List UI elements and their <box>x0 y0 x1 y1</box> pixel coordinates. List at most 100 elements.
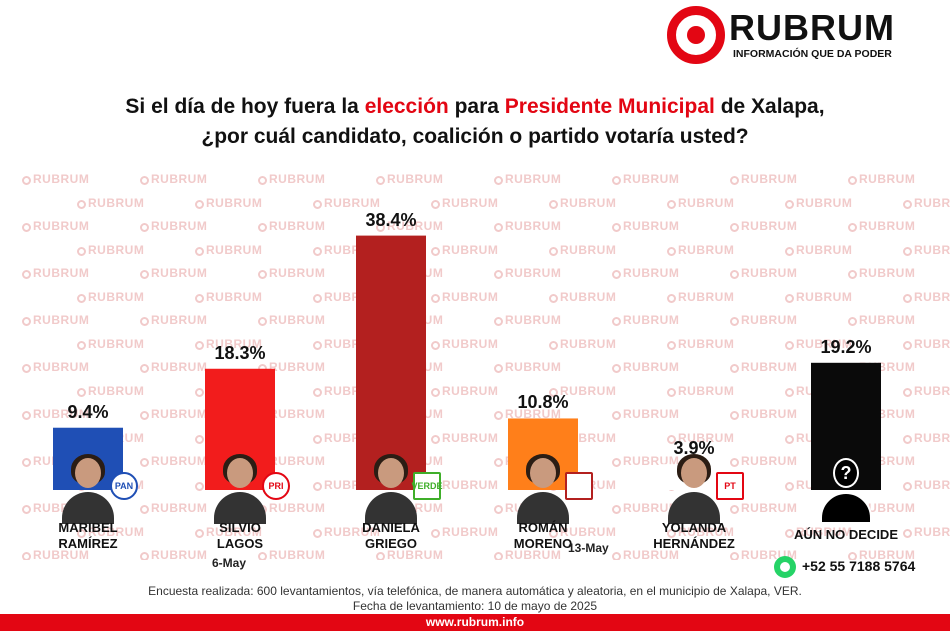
watermark-text: RUBRUM <box>258 548 325 560</box>
watermark-text: RUBRUM <box>785 196 852 210</box>
watermark-text: RUBRUM <box>258 313 325 327</box>
watermark-text: RUBRUM <box>195 196 262 210</box>
watermark-text: RUBRUM <box>903 196 950 210</box>
watermark-text: RUBRUM <box>730 219 797 233</box>
watermark-text: RUBRUM <box>903 384 950 398</box>
question-text-2: para <box>454 95 499 118</box>
watermark-text: RUBRUM <box>612 266 679 280</box>
watermark-text: RUBRUM <box>22 313 89 327</box>
watermark-text: RUBRUM <box>730 454 797 468</box>
watermark-text: RUBRUM <box>258 407 325 421</box>
whatsapp-icon <box>774 556 796 578</box>
watermark-text: RUBRUM <box>140 501 207 515</box>
value-label: 10.8% <box>517 392 569 413</box>
question-line-2: ¿por cuál candidato, coalición o partido… <box>201 125 749 148</box>
watermark-text: RUBRUM <box>612 548 679 560</box>
watermark-text: RUBRUM <box>730 501 797 515</box>
watermark-text: RUBRUM <box>431 478 498 492</box>
watermark-text: RUBRUM <box>549 243 616 257</box>
watermark-text: RUBRUM <box>140 454 207 468</box>
watermark-text: RUBRUM <box>431 243 498 257</box>
watermark-text: RUBRUM <box>903 431 950 445</box>
watermark-text: RUBRUM <box>494 266 561 280</box>
watermark-text: RUBRUM <box>258 219 325 233</box>
undecided-silhouette: ? <box>816 452 876 524</box>
watermark-text: RUBRUM <box>431 431 498 445</box>
watermark-text: RUBRUM <box>195 337 262 351</box>
watermark-text: RUBRUM <box>258 501 325 515</box>
watermark-text: RUBRUM <box>903 525 950 539</box>
watermark-text: RUBRUM <box>667 384 734 398</box>
value-label: 9.4% <box>67 401 109 422</box>
watermark-text: RUBRUM <box>431 196 498 210</box>
watermark-text: RUBRUM <box>77 384 144 398</box>
date-note: 13-May <box>568 541 609 555</box>
watermark-text: RUBRUM <box>195 290 262 304</box>
watermark-text: RUBRUM <box>195 243 262 257</box>
watermark-text: RUBRUM <box>667 337 734 351</box>
watermark-text: RUBRUM <box>612 313 679 327</box>
watermark-text: RUBRUM <box>612 219 679 233</box>
watermark-text: RUBRUM <box>494 172 561 186</box>
watermark-text: RUBRUM <box>549 290 616 304</box>
watermark-text: RUBRUM <box>22 407 89 421</box>
watermark-text: RUBRUM <box>258 454 325 468</box>
candidate-name: SILVIO LAGOS <box>216 520 264 551</box>
watermark-text: RUBRUM <box>612 501 679 515</box>
methodology-note: Encuesta realizada: 600 levantamientos, … <box>148 584 802 598</box>
watermark-text: RUBRUM <box>903 337 950 351</box>
watermark-text: RUBRUM <box>140 266 207 280</box>
watermark-text: RUBRUM <box>22 172 89 186</box>
watermark-text: RUBRUM <box>848 313 915 327</box>
candidate-photo <box>513 452 573 524</box>
rubrum-logo: RUBRUM INFORMACIÓN QUE DA PODER <box>667 6 937 66</box>
watermark-text: RUBRUM <box>258 266 325 280</box>
value-label: 18.3% <box>214 342 266 363</box>
watermark-text: RUBRUM <box>730 407 797 421</box>
watermark-text: RUBRUM <box>848 172 915 186</box>
watermark-text: RUBRUM <box>140 172 207 186</box>
watermark-text: RUBRUM <box>549 196 616 210</box>
watermark-text: RUBRUM <box>77 525 144 539</box>
watermark-text: RUBRUM <box>667 525 734 539</box>
brand-tagline: INFORMACIÓN QUE DA PODER <box>733 48 892 60</box>
party-logo-icon: PAN <box>110 472 138 500</box>
watermark-text: RUBRUM <box>785 525 852 539</box>
watermark-text: RUBRUM <box>77 290 144 304</box>
watermark-text: RUBRUM <box>22 266 89 280</box>
website-link[interactable]: www.rubrum.info <box>425 615 525 629</box>
phone-number: +52 55 7188 5764 <box>802 558 916 574</box>
watermark-text: RUBRUM <box>730 360 797 374</box>
question-highlight-office: Presidente Municipal <box>504 95 715 118</box>
watermark-text: RUBRUM <box>903 243 950 257</box>
watermark-text: RUBRUM <box>376 172 443 186</box>
watermark-text: RUBRUM <box>77 243 144 257</box>
question-line-1: Si el día de hoy fuera la elección para … <box>0 95 950 119</box>
watermark-text: RUBRUM <box>140 219 207 233</box>
watermark-text: RUBRUM <box>431 290 498 304</box>
watermark-text: RUBRUM <box>667 290 734 304</box>
watermark-text: RUBRUM <box>667 431 734 445</box>
watermark-text: RUBRUM <box>22 360 89 374</box>
watermark-text: RUBRUM <box>612 407 679 421</box>
watermark-text: RUBRUM <box>785 243 852 257</box>
question-text-1: Si el día de hoy fuera la <box>125 95 359 118</box>
watermark-text: RUBRUM <box>785 337 852 351</box>
watermark-text: RUBRUM <box>258 172 325 186</box>
watermark-text: RUBRUM <box>494 407 561 421</box>
watermark-text: RUBRUM <box>549 337 616 351</box>
date-note: 6-May <box>212 556 247 570</box>
watermark-text: RUBRUM <box>195 525 262 539</box>
watermark-text: RUBRUM <box>785 290 852 304</box>
value-label: 3.9% <box>673 438 715 459</box>
watermark-text: RUBRUM <box>22 219 89 233</box>
value-label: 38.4% <box>365 209 417 230</box>
candidate-name: YOLANDA HERNÁNDEZ <box>653 520 735 551</box>
candidate-name: AÚN NO DECIDE <box>793 527 898 542</box>
watermark-text: RUBRUM <box>431 525 498 539</box>
watermark-text: RUBRUM <box>140 407 207 421</box>
rubrum-logo-icon <box>667 6 725 64</box>
watermark-text: RUBRUM <box>140 313 207 327</box>
watermark-text: RUBRUM <box>730 266 797 280</box>
candidate-photo <box>361 452 421 524</box>
